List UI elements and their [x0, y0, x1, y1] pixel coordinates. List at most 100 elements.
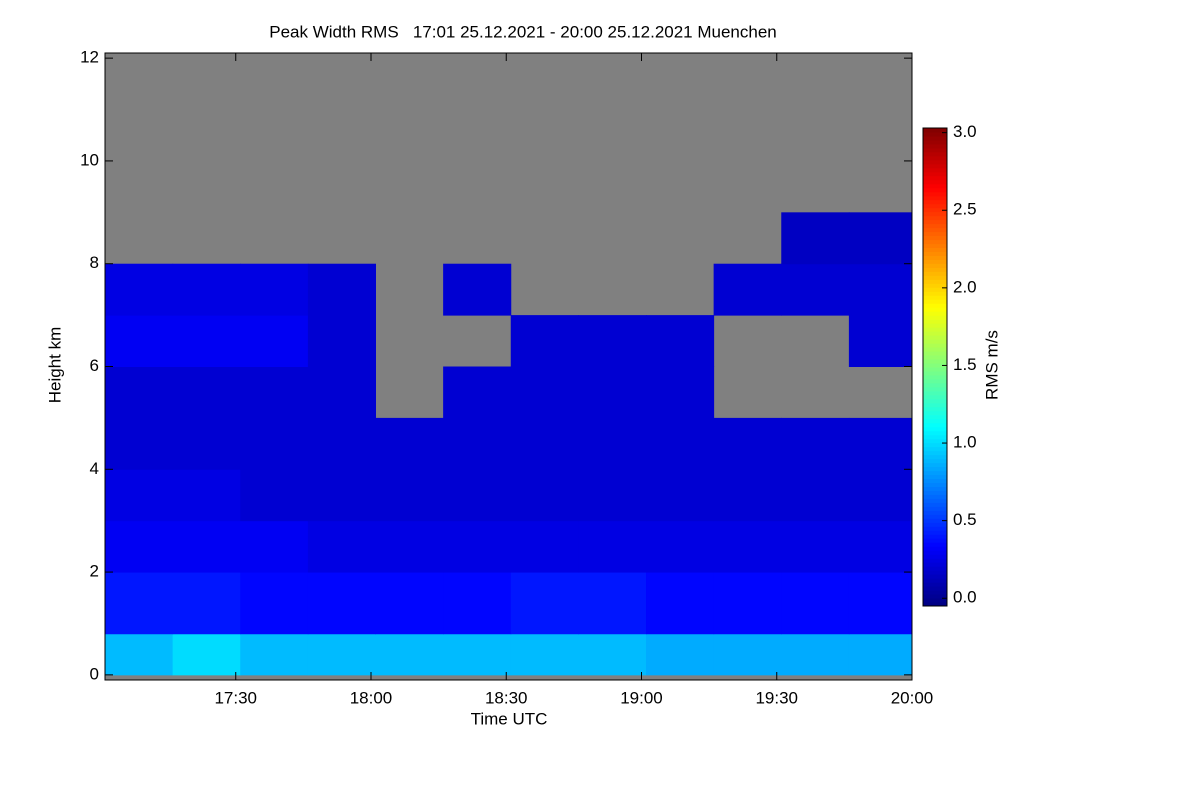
heatmap-cell — [443, 263, 512, 316]
colorbar-segment — [923, 394, 947, 400]
colorbar-segment — [923, 490, 947, 495]
colorbar-segment — [923, 538, 947, 543]
heatmap-cell — [848, 263, 913, 316]
colorbar-segment — [923, 506, 947, 511]
heatmap-cell — [443, 366, 512, 419]
heatmap-cell — [781, 212, 850, 265]
heatmap-cell — [375, 572, 444, 635]
colorbar-tick-label: 1.0 — [953, 433, 977, 452]
colorbar-segment — [923, 335, 947, 340]
colorbar-segment — [923, 211, 947, 217]
colorbar-segment — [923, 478, 947, 484]
colorbar-segment — [923, 386, 947, 392]
colorbar-segment — [923, 566, 947, 571]
colorbar-segment — [923, 259, 947, 264]
y-tick-label: 10 — [80, 150, 99, 169]
colorbar-segment — [923, 327, 947, 332]
heatmap-cell — [375, 633, 444, 676]
heatmap-cell — [713, 263, 782, 316]
heatmap-cell — [646, 572, 715, 635]
colorbar-segment — [923, 582, 947, 587]
heatmap-cell — [848, 572, 913, 635]
colorbar-segment — [923, 498, 947, 503]
colorbar-segment — [923, 219, 947, 225]
heatmap-cell — [578, 417, 647, 470]
colorbar-segment — [923, 390, 947, 396]
colorbar-segment — [923, 143, 947, 149]
colorbar-segment — [923, 319, 947, 324]
heatmap-cell — [307, 417, 377, 470]
colorbar-segment — [923, 227, 947, 233]
colorbar-segment — [923, 363, 947, 368]
colorbar-segment — [923, 271, 947, 276]
colorbar-segment — [923, 454, 947, 460]
x-tick-label: 20:00 — [891, 688, 934, 707]
heatmap-cell — [646, 315, 715, 367]
colorbar-segment — [923, 247, 947, 252]
heatmap-cell — [307, 633, 377, 676]
colorbar-segment — [923, 518, 947, 523]
heatmap-cell — [646, 366, 715, 419]
colorbar-segment — [923, 522, 947, 527]
colorbar-segment — [923, 474, 947, 480]
heatmap-cell — [307, 263, 377, 316]
colorbar-tick-label: 2.0 — [953, 277, 977, 296]
colorbar-segment — [923, 283, 947, 288]
heatmap-cell — [578, 520, 647, 573]
heatmap-cell — [578, 366, 647, 419]
heatmap-cell — [172, 633, 241, 676]
heatmap-cell — [307, 366, 377, 419]
x-tick-label: 19:30 — [755, 688, 798, 707]
heatmap-cell — [240, 315, 309, 367]
colorbar-segment — [923, 199, 947, 205]
colorbar-segment — [923, 131, 947, 137]
colorbar-segment — [923, 466, 947, 472]
colorbar-segment — [923, 279, 947, 284]
colorbar-segment — [923, 470, 947, 476]
y-tick-label: 12 — [80, 48, 99, 67]
colorbar-segment — [923, 550, 947, 555]
heatmap-cell — [172, 572, 241, 635]
heatmap-cell — [307, 469, 377, 522]
heatmap-cell — [578, 572, 647, 635]
colorbar-segment — [923, 331, 947, 336]
colorbar-tick-label: 0.0 — [953, 588, 977, 607]
colorbar-segment — [923, 323, 947, 328]
heatmap-cell — [443, 572, 512, 635]
heatmap-cell — [105, 469, 174, 522]
colorbar-segment — [923, 574, 947, 579]
colorbar-segment — [923, 502, 947, 507]
colorbar-segment — [923, 442, 947, 448]
colorbar-tick-label: 0.5 — [953, 510, 977, 529]
y-tick-label: 6 — [90, 356, 99, 375]
heatmap-cell — [713, 417, 782, 470]
colorbar-segment — [923, 418, 947, 424]
heatmap-cell — [240, 633, 309, 676]
colorbar-segment — [923, 151, 947, 157]
colorbar-segment — [923, 311, 947, 316]
heatmap-cell — [240, 366, 309, 419]
colorbar-segment — [923, 598, 947, 603]
heatmap-cell — [240, 263, 309, 316]
colorbar-segment — [923, 586, 947, 591]
colorbar-segment — [923, 558, 947, 563]
heatmap-cell — [105, 633, 174, 676]
heatmap-cell — [240, 417, 309, 470]
y-tick-label: 0 — [90, 664, 99, 683]
heatmap-cell — [172, 366, 241, 419]
heatmap-cell — [510, 520, 579, 573]
colorbar-segment — [923, 382, 947, 388]
colorbar-segment — [923, 139, 947, 145]
x-axis-label: Time UTC — [471, 709, 548, 728]
heatmap-cell — [105, 366, 174, 419]
colorbar-segment — [923, 526, 947, 531]
colorbar-segment — [923, 426, 947, 432]
colorbar-segment — [923, 295, 947, 300]
colorbar-segment — [923, 347, 947, 352]
colorbar-segment — [923, 374, 947, 380]
colorbar-segment — [923, 291, 947, 296]
heatmap-cell — [105, 263, 174, 316]
colorbar-segment — [923, 175, 947, 181]
colorbar-segment — [923, 263, 947, 268]
